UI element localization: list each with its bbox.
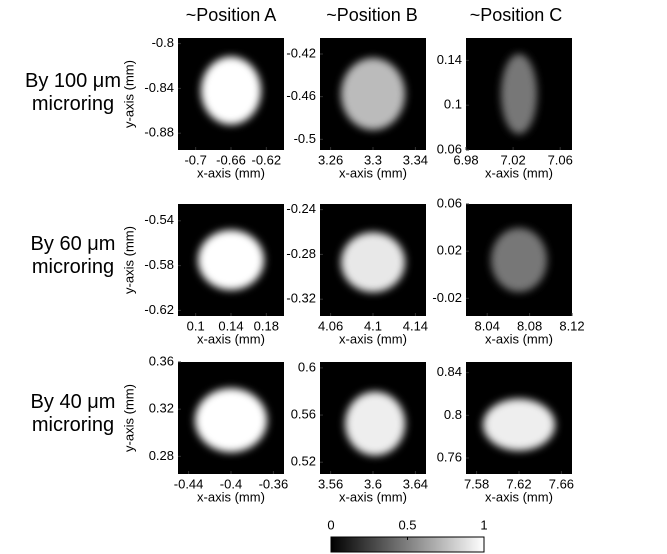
x-tick-label: 6.98 [453,152,478,167]
x-axis-label: x-axis (mm) [485,331,553,346]
intensity-blob [345,391,406,456]
x-tick-label: 3.34 [403,152,428,167]
y-tick-label: 0.32 [149,401,174,416]
y-tick-label: -0.46 [286,88,316,103]
x-tick-label: 8.12 [559,318,584,333]
y-tick-label: 0.6 [298,359,316,374]
row-label: By 100 μm microring [24,70,121,115]
x-tick-label: 3.56 [318,476,343,491]
x-tick-label: 3.6 [364,476,382,491]
column-title: ~Position A [186,5,277,25]
y-tick-label: 0.56 [291,406,316,421]
x-tick-label: 4.1 [364,318,382,333]
x-tick-label: 4.14 [403,318,428,333]
x-axis-label: x-axis (mm) [339,165,407,180]
x-tick-label: 7.58 [464,476,489,491]
intensity-blob [341,232,405,293]
x-tick-label: 7.06 [548,152,573,167]
intensity-blob [483,398,555,451]
x-tick-label: 8.04 [475,318,500,333]
x-tick-label: 3.64 [403,476,428,491]
x-tick-label: -0.62 [252,152,282,167]
y-tick-label: 0.1 [444,97,462,112]
y-tick-label: -0.28 [286,246,316,261]
intensity-blob [341,58,405,130]
x-tick-label: -0.44 [174,476,204,491]
y-tick-label: -0.5 [294,131,316,146]
y-tick-label: -0.42 [286,45,316,60]
y-tick-label: 0.76 [437,449,462,464]
x-tick-label: 0.1 [187,318,205,333]
y-tick-label: -0.32 [286,291,316,306]
y-tick-label: 0.28 [149,448,174,463]
x-axis-label: x-axis (mm) [197,331,265,346]
y-tick-label: 0.52 [291,454,316,469]
row-label: By 40 μm microring [30,391,116,436]
y-tick-label: -0.54 [144,212,174,227]
y-axis-label: y-axis (mm) [121,226,136,294]
x-tick-label: 3.3 [364,152,382,167]
x-axis-label: x-axis (mm) [485,489,553,504]
y-tick-label: -0.24 [286,201,316,216]
x-tick-label: -0.4 [220,476,242,491]
row-label: By 60 μm microring [30,233,116,278]
y-tick-label: -0.88 [144,125,174,140]
column-title: ~Position B [326,5,418,25]
y-tick-label: 0.02 [437,243,462,258]
x-axis-label: x-axis (mm) [485,165,553,180]
x-tick-label: -0.66 [216,152,246,167]
x-tick-label: 7.02 [500,152,525,167]
y-tick-label: 0.36 [149,353,174,368]
x-axis-label: x-axis (mm) [197,489,265,504]
x-tick-label: -0.36 [259,476,289,491]
intensity-blob [501,54,537,134]
y-axis-label: y-axis (mm) [121,384,136,452]
y-tick-label: 0.06 [437,195,462,210]
x-axis-label: x-axis (mm) [197,165,265,180]
x-tick-label: 7.62 [506,476,531,491]
x-tick-label: 8.08 [517,318,542,333]
y-tick-label: -0.02 [432,290,462,305]
y-axis-label: y-axis (mm) [121,60,136,128]
x-tick-label: 4.06 [318,318,343,333]
y-tick-label: 0.8 [444,407,462,422]
y-tick-label: -0.62 [144,302,174,317]
x-tick-label: 0.18 [254,318,279,333]
x-tick-label: 7.66 [549,476,574,491]
y-tick-label: -0.84 [144,80,174,95]
x-tick-label: 0.14 [218,318,243,333]
column-title: ~Position C [470,5,563,25]
x-axis-label: x-axis (mm) [339,489,407,504]
y-tick-label: -0.58 [144,257,174,272]
y-tick-label: 0.06 [437,141,462,156]
intensity-blob [491,228,547,292]
colorbar-tick-label: 0 [327,517,334,532]
colorbar-tick-label: 1 [480,517,487,532]
y-tick-label: 0.14 [437,52,462,67]
x-axis-label: x-axis (mm) [339,331,407,346]
intensity-blob [195,388,267,453]
x-tick-label: 3.26 [318,152,343,167]
y-tick-label: 0.84 [437,364,462,379]
intensity-blob [201,56,261,125]
x-tick-label: -0.7 [184,152,206,167]
intensity-blob [198,230,264,290]
y-tick-label: -0.8 [152,35,174,50]
colorbar-tick-label: 0.5 [398,517,416,532]
